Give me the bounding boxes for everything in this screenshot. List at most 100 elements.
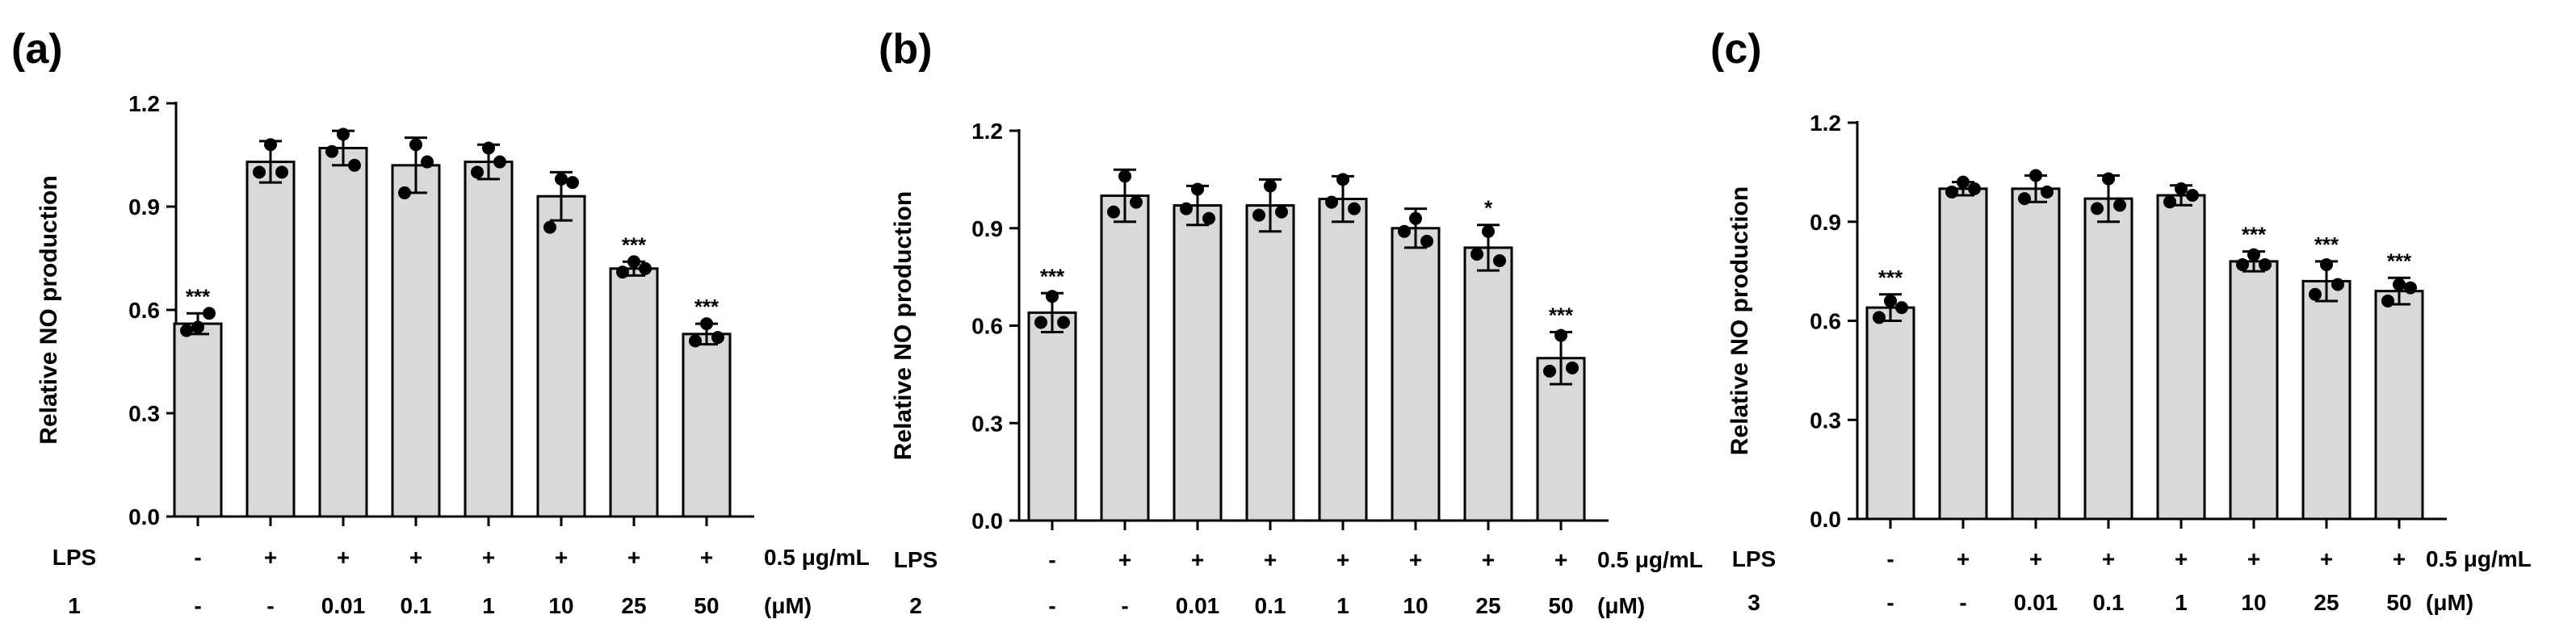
chart-panel-a: Relative NO production 0.0 0.3 0.6 0.9 1.2 ***… [36, 91, 870, 618]
data-point [2102, 172, 2115, 186]
panel-label-c: (c) [1710, 26, 1762, 73]
lps-cell: + [2029, 546, 2042, 571]
y-tick-label: 0.0 [1810, 507, 1841, 532]
data-point [543, 220, 556, 234]
bar [1027, 311, 1077, 522]
compound-cell: 0.1 [1255, 593, 1286, 618]
data-point [2113, 199, 2126, 212]
lps-cell: + [2393, 546, 2406, 571]
data-point [2186, 189, 2199, 203]
compound-cell: 50 [694, 593, 719, 618]
compound-cell: 1 [482, 593, 495, 618]
lps-cell: + [1336, 547, 1349, 572]
bar [682, 333, 732, 518]
lps-cell: + [2102, 546, 2115, 571]
data-point [1057, 316, 1070, 329]
bar [2156, 194, 2206, 521]
bar [1865, 306, 1915, 521]
lps-cell: + [2175, 546, 2188, 571]
data-point [337, 128, 350, 141]
data-point [493, 155, 506, 169]
data-point [1873, 311, 1886, 324]
lps-cell: - [194, 545, 201, 570]
data-point [1420, 234, 1433, 248]
data-point [555, 172, 568, 186]
compound-cell: 1 [1336, 593, 1349, 618]
data-point [2029, 169, 2042, 182]
data-point [2041, 185, 2054, 199]
data-point [1945, 185, 1958, 199]
data-point [2404, 281, 2417, 295]
lps-cell: + [1409, 547, 1422, 572]
lps-unit: 0.5 μg/mL [764, 545, 870, 570]
data-point [1398, 224, 1411, 238]
y-tick-label: 0.9 [128, 195, 160, 220]
data-point [325, 144, 338, 158]
y-tick-label: 0.0 [971, 508, 1003, 533]
lps-unit: 0.5 μg/mL [2426, 546, 2532, 571]
compound-cell: 0.01 [321, 593, 366, 618]
y-tick-label: 1.2 [971, 119, 1003, 144]
bar [2083, 197, 2133, 521]
data-point [1180, 202, 1193, 215]
data-point [2259, 257, 2272, 271]
y-tick-label: 0.3 [1810, 408, 1841, 433]
compound-cell: 25 [2314, 590, 2339, 615]
bar [2011, 187, 2061, 521]
compound-cell: 10 [1403, 593, 1428, 618]
bar [2374, 290, 2424, 521]
significance-label: *** [2242, 223, 2267, 247]
bar [2301, 279, 2352, 521]
y-tick-label: 0.3 [128, 401, 160, 426]
bar [1463, 246, 1513, 522]
compound-cell: 10 [2241, 590, 2266, 615]
lps-cell: + [1191, 547, 1204, 572]
y-tick-label: 0.6 [1810, 309, 1841, 334]
data-point [711, 331, 724, 345]
y-axis-label: Relative NO production [36, 175, 62, 444]
data-point [566, 176, 579, 190]
data-point [1895, 301, 1908, 315]
compound-cell: 0.01 [2014, 590, 2058, 615]
compound-unit: (μM) [764, 593, 812, 618]
data-point [616, 266, 629, 279]
data-point [700, 317, 713, 331]
significance-label: *** [2387, 249, 2412, 273]
data-point [482, 141, 495, 155]
data-point [1275, 205, 1288, 219]
compound-cell: 50 [1548, 593, 1573, 618]
compound-unit: (μM) [1597, 593, 1645, 618]
lps-cell: + [627, 545, 640, 570]
compound-row-label: 2 [909, 593, 922, 618]
lps-cell: + [409, 545, 422, 570]
panel-label-a: (a) [11, 26, 63, 73]
y-tick-label: 0.3 [971, 411, 1003, 436]
bar [1391, 227, 1441, 522]
y-tick-label: 0.6 [971, 314, 1003, 339]
data-point [1554, 328, 1567, 342]
bar [318, 146, 368, 518]
lps-cell: + [337, 545, 350, 570]
data-point [1107, 205, 1120, 219]
lps-cell: + [2320, 546, 2333, 571]
bar [1938, 187, 1988, 521]
data-point [1191, 182, 1204, 196]
lps-unit: 0.5 μg/mL [1597, 547, 1703, 572]
data-point [1034, 316, 1047, 329]
significance-label: *** [186, 284, 211, 308]
y-tick-label: 0.9 [1810, 210, 1841, 235]
compound-cell: - [1121, 593, 1128, 618]
significance-label: *** [2314, 232, 2339, 257]
lps-row-label: LPS [52, 545, 96, 570]
chart-panel-b: Relative NO production0.00.30.60.91.2***… [890, 119, 1703, 618]
lps-cell: + [1957, 546, 1970, 571]
data-point [264, 138, 277, 152]
bar [536, 195, 586, 518]
data-point [627, 255, 640, 269]
data-point [1968, 182, 1981, 195]
data-point [1471, 247, 1483, 261]
significance-label: *** [622, 232, 647, 257]
data-point [689, 334, 702, 348]
bar [1318, 198, 1368, 522]
